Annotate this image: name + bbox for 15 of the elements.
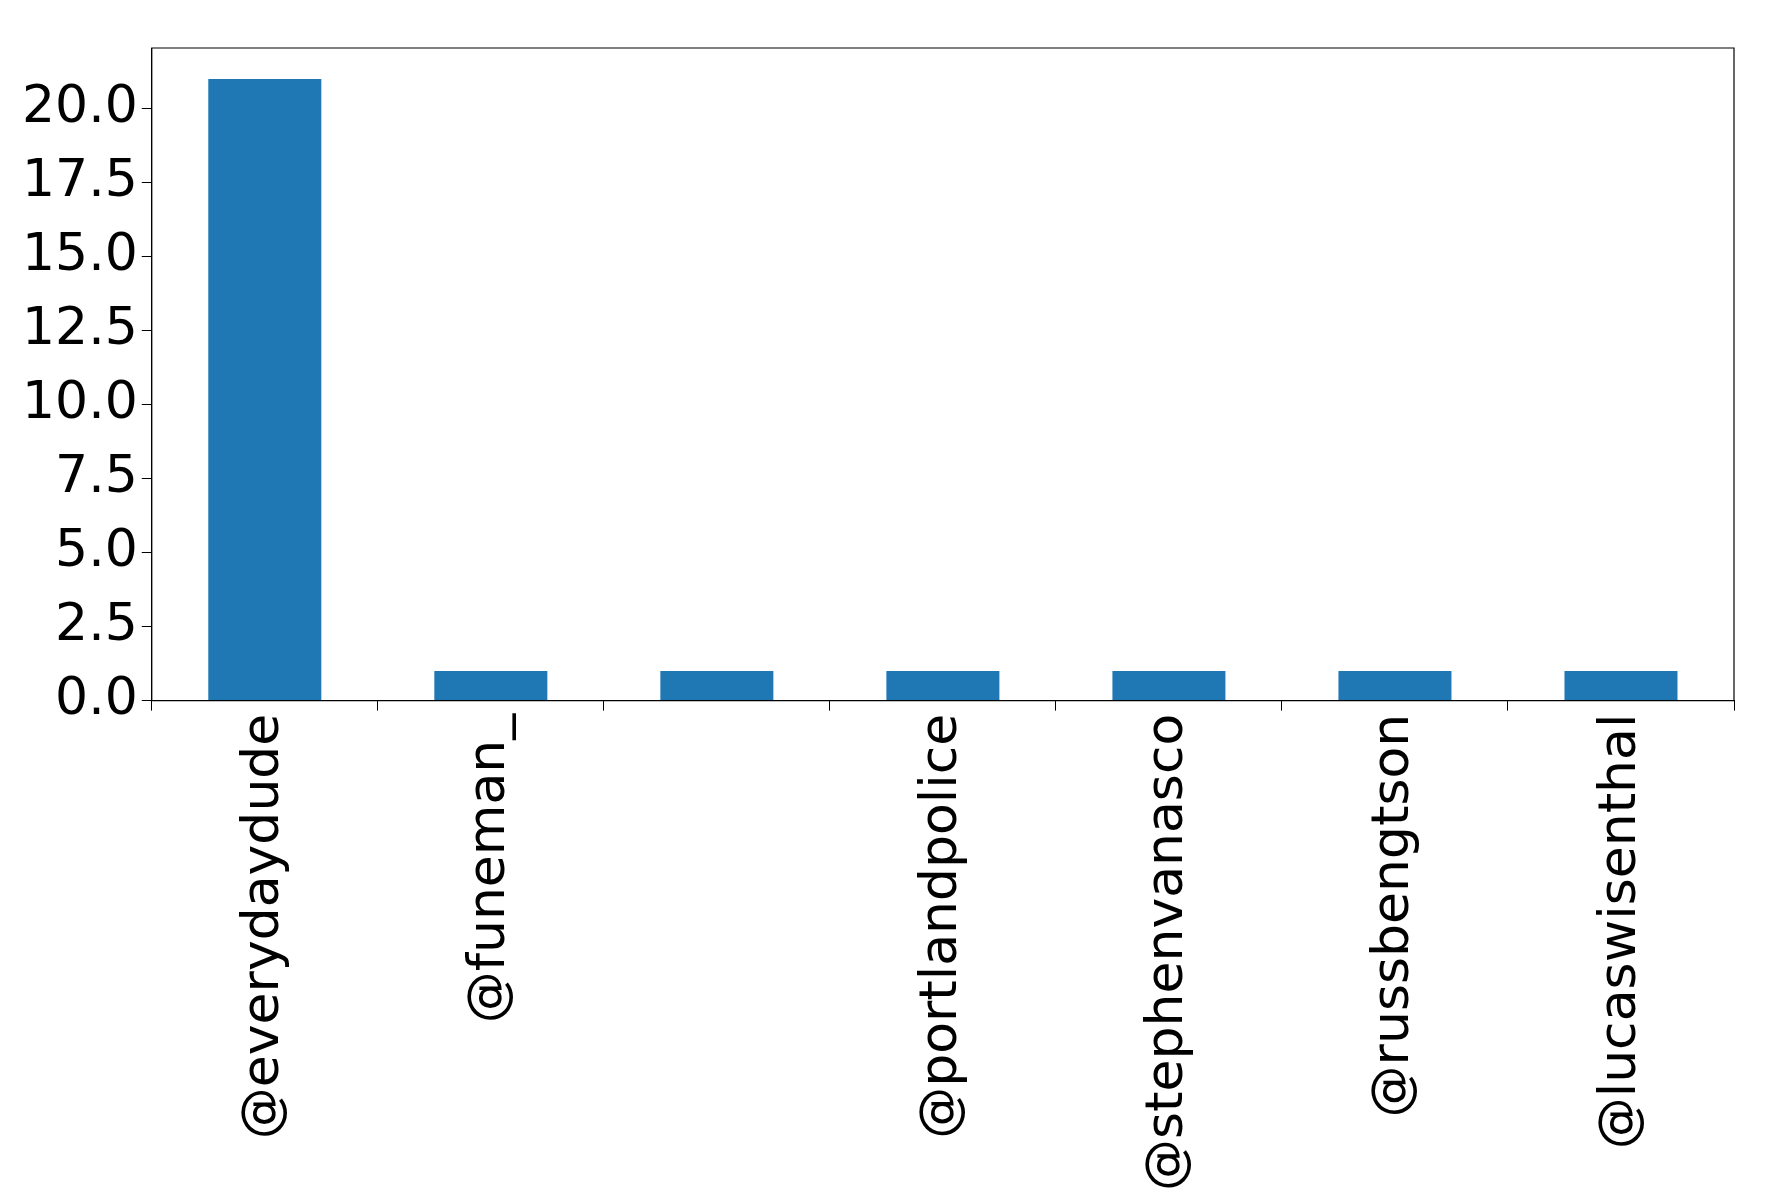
y-tick-label: 0.0 [55,666,138,727]
x-tick-label: @portlandpolice [908,713,969,1139]
y-tick-label: 7.5 [55,444,138,505]
y-tick-label: 5.0 [55,518,138,579]
x-tick-label: @lucaswisenthal [1586,713,1647,1150]
y-tick-label: 12.5 [22,296,138,357]
y-tick-label: 20.0 [22,74,138,135]
x-tick-label: @stephenvanasco [1134,713,1195,1191]
y-tick-label: 15.0 [22,222,138,283]
x-tick-label: @russbengtson [1360,713,1421,1118]
y-tick-label: 10.0 [22,370,138,431]
x-tick-label: @everydaydude [230,713,291,1140]
y-tick-label: 2.5 [55,592,138,653]
x-tick-label: @funeman_ [456,712,517,1024]
y-tick-label: 17.5 [22,148,138,209]
